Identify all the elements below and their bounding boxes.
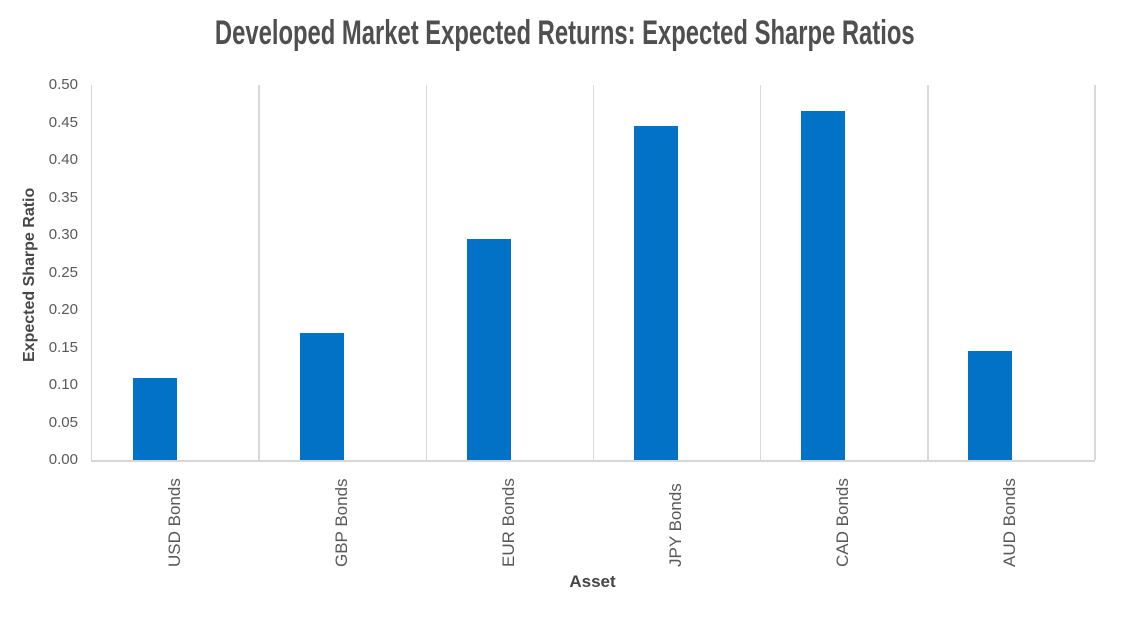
bar-usd-bonds (132, 377, 177, 460)
y-tick-label: 0.35 (48, 188, 78, 206)
y-tick-label: 0.30 (48, 226, 78, 243)
v-gridline (425, 85, 428, 460)
y-tick-label: 0.20 (48, 301, 78, 318)
y-tick-label: 0.00 (48, 451, 78, 468)
v-gridline (927, 85, 929, 460)
x-tick-label: USD Bonds (164, 478, 184, 567)
y-tick-label: 0.25 (48, 263, 78, 281)
x-tick-label: GBP Bonds (331, 478, 351, 567)
x-tick-label: JPY Bonds (666, 483, 686, 567)
x-tick-label: CAD Bonds (833, 478, 853, 567)
chart-title: Developed Market Expected Returns: Expec… (0, 14, 1130, 53)
y-tick-label: 0.40 (48, 151, 78, 168)
v-gridline (1094, 85, 1096, 460)
bar-aud-bonds (968, 351, 1013, 460)
y-tick-label: 0.45 (48, 113, 78, 131)
plot-area (91, 85, 1096, 462)
y-tick-label: 0.50 (48, 76, 78, 93)
x-axis-title: Asset (569, 572, 616, 591)
chart-title-text: Developed Market Expected Returns: Expec… (215, 14, 915, 52)
y-tick-label: 0.05 (48, 413, 78, 431)
bar-eur-bonds (466, 238, 511, 460)
bar-cad-bonds (801, 111, 846, 460)
y-tick-label: 0.10 (48, 376, 78, 393)
x-tick-label: AUD Bonds (1000, 478, 1020, 567)
v-gridline (592, 85, 595, 460)
y-tick-label: 0.15 (48, 338, 78, 356)
bar-jpy-bonds (634, 126, 678, 460)
x-tick-label: EUR Bonds (498, 478, 518, 567)
v-gridline (258, 85, 260, 460)
v-gridline (759, 85, 762, 460)
bar-gbp-bonds (299, 332, 344, 460)
